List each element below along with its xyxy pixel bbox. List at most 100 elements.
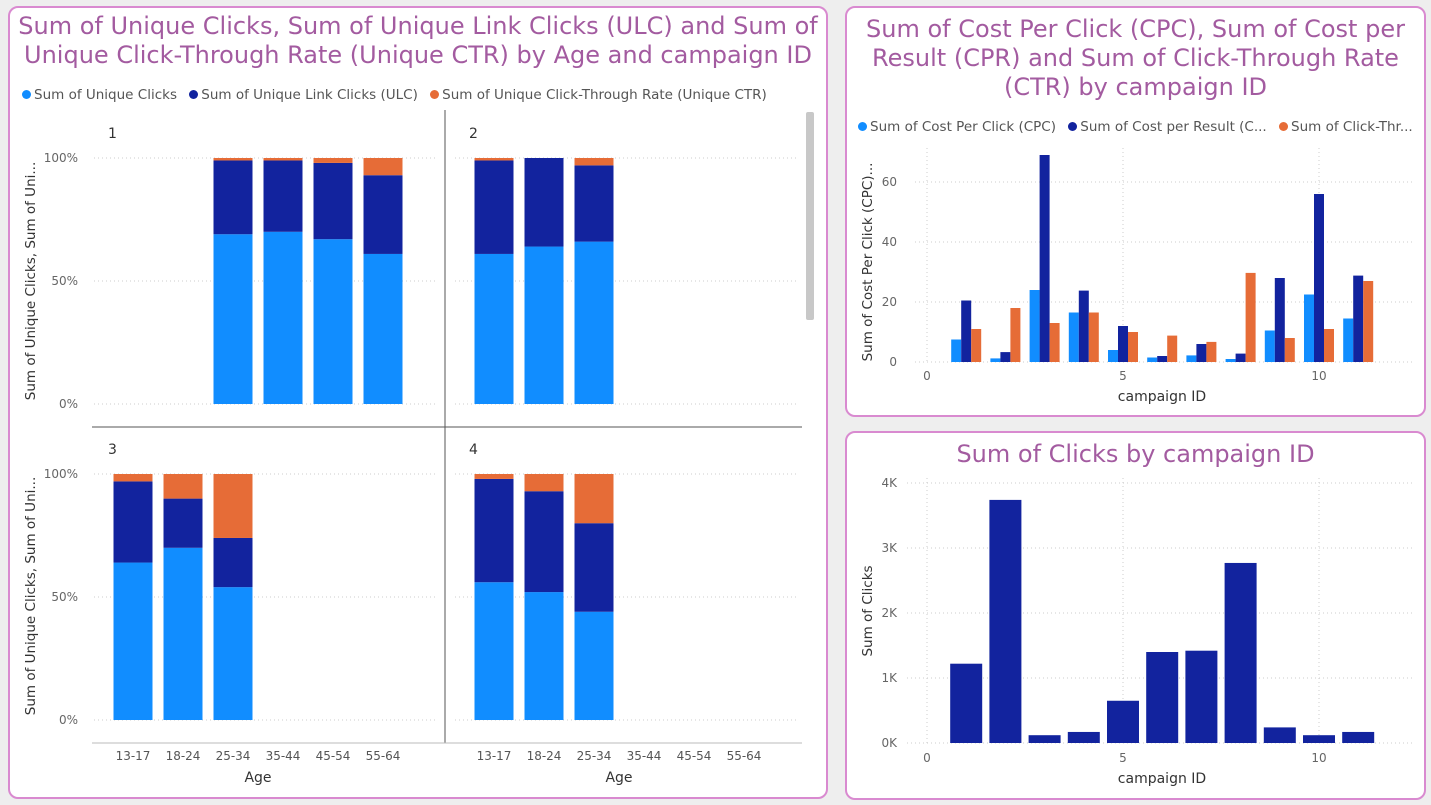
x-tick-label: 10 (1311, 751, 1326, 765)
bar-segment[interactable] (263, 158, 303, 161)
legend-label-ulc: Sum of Unique Link Clicks (ULC) (201, 87, 418, 103)
bar[interactable] (1078, 290, 1089, 362)
bar[interactable] (989, 499, 1022, 743)
bar-segment[interactable] (213, 537, 253, 588)
bar[interactable] (1235, 353, 1246, 362)
bar-segment[interactable] (313, 239, 353, 404)
legend-item-unique-clicks[interactable]: Sum of Unique Clicks (22, 87, 177, 103)
bar-segment[interactable] (213, 160, 253, 235)
bar-segment[interactable] (524, 158, 564, 247)
bar-segment[interactable] (363, 158, 403, 176)
bar[interactable] (1263, 727, 1296, 743)
bar[interactable] (1067, 731, 1100, 743)
bar-segment[interactable] (113, 474, 153, 482)
bar[interactable] (1264, 330, 1275, 363)
x-tick-label: 35-44 (266, 749, 301, 763)
bar[interactable] (1029, 290, 1040, 362)
bar-segment[interactable] (163, 498, 203, 548)
bar-segment[interactable] (474, 478, 514, 583)
bar-segment[interactable] (213, 474, 253, 538)
bar-segment[interactable] (263, 231, 303, 404)
bar-segment[interactable] (474, 160, 514, 254)
legend-item-cpr[interactable]: Sum of Cost per Result (C... (1068, 119, 1267, 135)
bar[interactable] (1304, 294, 1314, 363)
bar[interactable] (950, 663, 983, 743)
bar[interactable] (1128, 332, 1138, 362)
bar-segment[interactable] (574, 241, 614, 404)
bar-segment[interactable] (313, 158, 353, 163)
bar[interactable] (1274, 278, 1285, 362)
bar-segment[interactable] (574, 611, 614, 720)
bar-segment[interactable] (363, 175, 403, 254)
bar[interactable] (1028, 735, 1061, 743)
facet-label: 3 (108, 442, 117, 458)
bar[interactable] (1010, 308, 1021, 362)
bar[interactable] (1186, 355, 1197, 362)
bar-segment[interactable] (574, 523, 614, 612)
y-tick-label: 50% (51, 590, 78, 604)
bar[interactable] (1284, 338, 1295, 362)
bar[interactable] (1146, 652, 1179, 743)
bar[interactable] (1108, 350, 1118, 362)
bar-segment[interactable] (113, 481, 153, 563)
x-axis-title: Age (244, 770, 271, 786)
bar-segment[interactable] (474, 474, 514, 479)
bar[interactable] (1314, 194, 1324, 362)
bar[interactable] (1342, 731, 1375, 743)
bar[interactable] (1118, 326, 1128, 362)
bar[interactable] (1039, 155, 1050, 362)
bar[interactable] (1225, 359, 1236, 362)
bar-segment[interactable] (574, 474, 614, 524)
bar-segment[interactable] (213, 158, 253, 161)
bar[interactable] (1147, 357, 1158, 363)
bar-segment[interactable] (474, 582, 514, 720)
bar-segment[interactable] (213, 234, 253, 404)
bar[interactable] (1324, 329, 1334, 362)
bar-segment[interactable] (524, 474, 564, 492)
x-tick-label: 25-34 (577, 749, 612, 763)
clicks-chart: 0K 1K 2K 3K 4K 0 5 10 campaign ID Sum of Clicks (860, 476, 1414, 787)
bar-segment[interactable] (113, 562, 153, 720)
bar[interactable] (1224, 562, 1257, 743)
bar[interactable] (1363, 281, 1374, 362)
bar-segment[interactable] (474, 158, 514, 161)
bar[interactable] (1196, 344, 1207, 362)
bar[interactable] (990, 358, 1001, 362)
bar-segment[interactable] (363, 253, 403, 404)
bar[interactable] (1000, 352, 1011, 362)
bar-segment[interactable] (524, 592, 564, 720)
bar-segment[interactable] (313, 162, 353, 240)
bar[interactable] (1206, 341, 1217, 362)
bar[interactable] (1303, 735, 1335, 743)
legend-item-cpc[interactable]: Sum of Cost Per Click (CPC) (858, 119, 1056, 135)
legend-item-unique-ctr[interactable]: Sum of Unique Click-Through Rate (Unique… (430, 87, 767, 103)
bar-segment[interactable] (574, 158, 614, 166)
bar[interactable] (1245, 272, 1256, 362)
bar[interactable] (971, 329, 982, 362)
bar[interactable] (1107, 700, 1139, 743)
y-axis-title: Sum of Clicks (860, 565, 876, 656)
bar[interactable] (1343, 318, 1354, 363)
bar[interactable] (1088, 312, 1099, 363)
bar[interactable] (1185, 650, 1218, 743)
bar-segment[interactable] (213, 587, 253, 720)
bar[interactable] (1167, 335, 1178, 362)
bar[interactable] (961, 300, 972, 363)
bar-segment[interactable] (163, 547, 203, 720)
bar-segment[interactable] (263, 160, 303, 232)
bar[interactable] (951, 339, 962, 363)
legend-item-ctr[interactable]: Sum of Click-Thr... (1279, 119, 1413, 135)
bar-segment[interactable] (524, 246, 564, 404)
bar-segment[interactable] (524, 491, 564, 593)
bar-segment[interactable] (574, 165, 614, 242)
bar-segment[interactable] (163, 474, 203, 499)
bar[interactable] (1353, 275, 1364, 362)
legend-item-ulc[interactable]: Sum of Unique Link Clicks (ULC) (189, 87, 418, 103)
scrollbar-thumb[interactable] (806, 112, 814, 320)
bar[interactable] (1068, 312, 1079, 363)
bar[interactable] (1049, 323, 1060, 362)
x-tick-label: 0 (923, 369, 931, 383)
bar-segment[interactable] (474, 253, 514, 404)
bar[interactable] (1157, 356, 1168, 362)
y-tick-label: 40 (882, 235, 897, 249)
